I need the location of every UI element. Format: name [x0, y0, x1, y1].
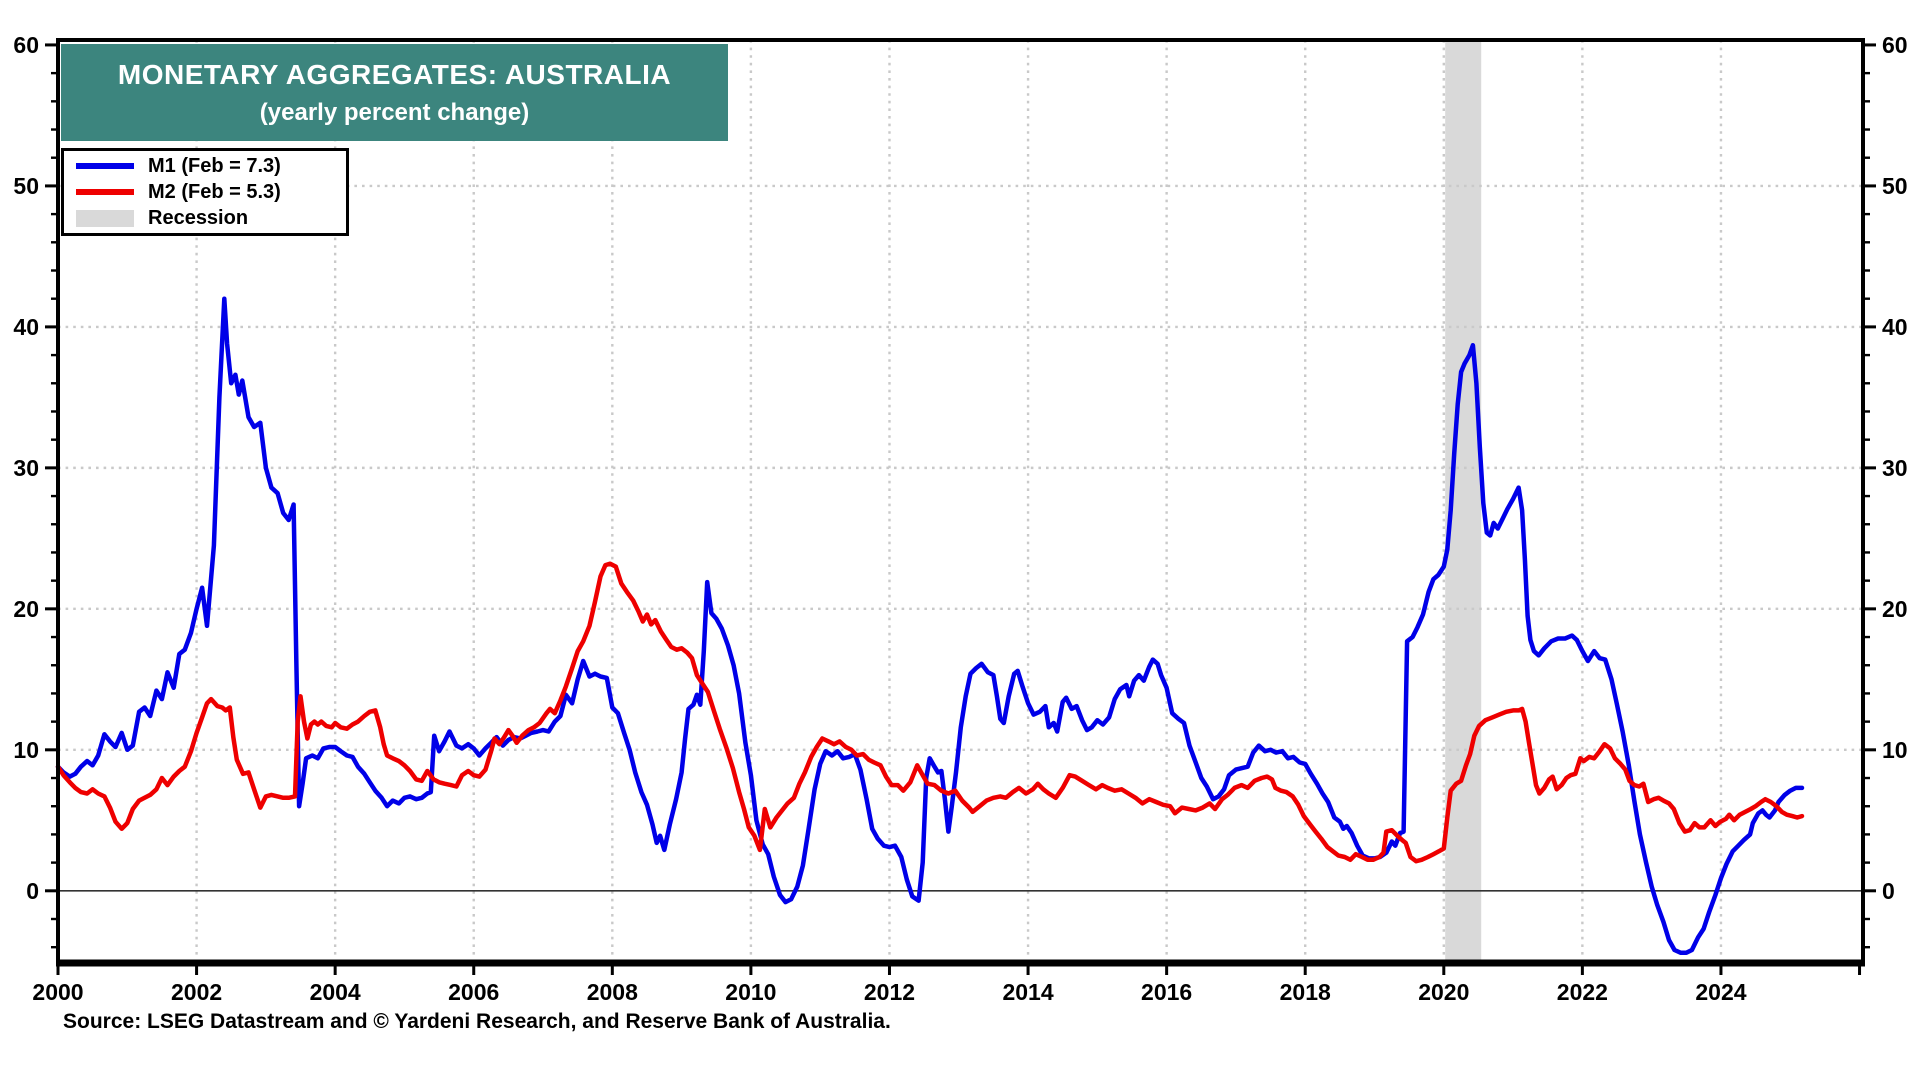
y-axis-label-left: 60	[13, 32, 39, 58]
legend-item-recession: Recession	[76, 205, 346, 231]
legend-label-m2: M2 (Feb = 5.3)	[148, 181, 281, 203]
x-axis-label: 2010	[725, 979, 776, 1005]
x-axis-label: 2008	[587, 979, 638, 1005]
series-line-m2	[55, 561, 1805, 864]
y-axis-label-right: 50	[1882, 173, 1908, 199]
x-axis-label: 2014	[1002, 979, 1053, 1005]
recession-patch-swatch	[76, 209, 134, 227]
y-axis-label-left: 40	[13, 314, 39, 340]
y-axis-label-right: 0	[1882, 878, 1895, 904]
x-axis-label: 2004	[310, 979, 361, 1005]
y-axis-label-left: 0	[26, 878, 39, 904]
legend-item-m1: M1 (Feb = 7.3)	[76, 153, 346, 179]
x-axis-label: 2012	[864, 979, 915, 1005]
y-axis-label-right: 20	[1882, 596, 1908, 622]
x-axis-label: 2020	[1418, 979, 1469, 1005]
x-axis-label: 2024	[1695, 979, 1746, 1005]
m1-line-swatch	[76, 163, 134, 169]
legend-label-m1: M1 (Feb = 7.3)	[148, 155, 281, 177]
y-axis-label-left: 50	[13, 173, 39, 199]
y-axis-label-right: 10	[1882, 737, 1908, 763]
source-attribution: Source: LSEG Datastream and © Yardeni Re…	[63, 1010, 891, 1033]
x-axis-label: 2016	[1141, 979, 1192, 1005]
chart-title: MONETARY AGGREGATES: AUSTRALIA	[117, 58, 672, 90]
x-axis-label: 2022	[1557, 979, 1608, 1005]
y-axis-label-right: 60	[1882, 32, 1908, 58]
legend: M1 (Feb = 7.3) M2 (Feb = 5.3) Recession	[61, 148, 349, 236]
x-axis-label: 2006	[448, 979, 499, 1005]
legend-label-recession: Recession	[148, 207, 249, 229]
x-axis-label: 2000	[32, 979, 83, 1005]
chart-title-box: MONETARY AGGREGATES: AUSTRALIA (yearly p…	[61, 44, 728, 141]
x-axis-label: 2018	[1280, 979, 1331, 1005]
y-axis-label-left: 30	[13, 455, 39, 481]
x-axis-label: 2002	[171, 979, 222, 1005]
y-axis-label-left: 10	[13, 737, 39, 763]
y-axis-label-right: 30	[1882, 455, 1908, 481]
series-line-m1	[55, 296, 1805, 956]
legend-item-m2: M2 (Feb = 5.3)	[76, 179, 346, 205]
chart-subtitle: (yearly percent change)	[259, 98, 530, 126]
y-axis-label-right: 40	[1882, 314, 1908, 340]
y-axis-label-left: 20	[13, 596, 39, 622]
m2-line-swatch	[76, 189, 134, 195]
